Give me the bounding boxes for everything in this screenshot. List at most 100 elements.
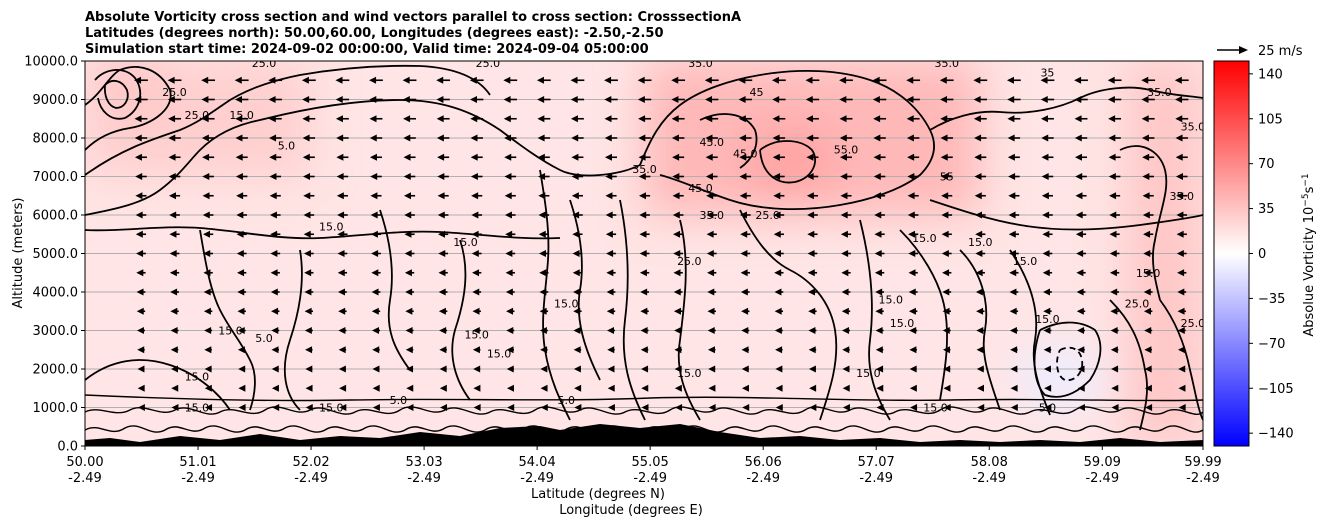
wind-vector-head bbox=[638, 134, 646, 142]
wind-vector bbox=[806, 192, 818, 200]
wind-vector bbox=[237, 288, 247, 296]
wind-vector bbox=[269, 211, 281, 219]
wind-vector bbox=[167, 96, 182, 103]
wind-vector-head bbox=[909, 365, 917, 373]
wind-vector-head bbox=[639, 230, 647, 238]
wind-vector bbox=[805, 96, 820, 103]
wind-vector-head bbox=[908, 269, 916, 277]
contour-label: 15.0 bbox=[879, 294, 904, 307]
wind-vector-head bbox=[404, 250, 412, 257]
x-tick-label-lat: 59.09 bbox=[1084, 455, 1121, 470]
wind-vector bbox=[1111, 365, 1119, 373]
wind-vector bbox=[740, 230, 751, 238]
wind-vector bbox=[202, 153, 215, 161]
wind-vector-head bbox=[236, 211, 244, 219]
wind-vector bbox=[908, 250, 919, 257]
wind-vector bbox=[505, 288, 515, 296]
wind-vector-head bbox=[1108, 115, 1116, 123]
wind-vector-head bbox=[473, 384, 481, 392]
wind-vector-head bbox=[405, 288, 413, 296]
wind-vector-head bbox=[906, 96, 914, 103]
wind-vector-head bbox=[1007, 134, 1015, 142]
wind-vector bbox=[237, 269, 247, 277]
wind-vector bbox=[370, 192, 382, 200]
wind-vector bbox=[305, 384, 313, 392]
wind-vector bbox=[269, 192, 281, 200]
contour-line bbox=[283, 249, 303, 411]
wind-vector-head bbox=[1040, 76, 1048, 84]
wind-vector-head bbox=[739, 192, 747, 200]
wind-vector bbox=[873, 153, 886, 161]
contour-label: 15.0 bbox=[1035, 313, 1060, 326]
contour-label: 45.0 bbox=[733, 147, 758, 160]
wind-vector bbox=[973, 96, 987, 103]
wind-vector-head bbox=[201, 115, 209, 123]
wind-vector bbox=[571, 153, 584, 161]
wind-vector-head bbox=[808, 346, 816, 354]
wind-vector bbox=[471, 230, 482, 238]
wind-vector bbox=[976, 365, 984, 373]
wind-vector-head bbox=[270, 269, 278, 277]
wind-vector-head bbox=[1040, 96, 1048, 103]
wind-vector-head bbox=[506, 307, 514, 315]
wind-vector bbox=[1177, 288, 1187, 296]
wind-vector-head bbox=[572, 211, 580, 219]
wind-vector-head bbox=[809, 404, 817, 411]
contour-label: 15.0 bbox=[968, 236, 993, 249]
wind-vector bbox=[1141, 96, 1155, 103]
wind-vector-head bbox=[942, 269, 950, 277]
wind-vector-head bbox=[939, 76, 947, 84]
wind-vector bbox=[472, 307, 481, 315]
wind-vector bbox=[504, 134, 517, 142]
wind-vector bbox=[538, 173, 550, 180]
wind-vector-head bbox=[1177, 269, 1185, 277]
wind-vector-head bbox=[470, 173, 478, 180]
wind-vector bbox=[907, 192, 919, 200]
wind-vector-head bbox=[872, 76, 880, 84]
wind-vector-head bbox=[436, 134, 444, 142]
wind-vector bbox=[775, 365, 783, 373]
wind-vector-head bbox=[640, 327, 648, 334]
wind-vector-head bbox=[739, 173, 747, 180]
wind-vector bbox=[339, 384, 347, 392]
wind-vector bbox=[842, 327, 850, 334]
contour-line bbox=[899, 229, 948, 401]
wind-vector-head bbox=[1110, 327, 1118, 334]
wind-vector bbox=[305, 346, 313, 354]
contour-label: 15.0 bbox=[319, 221, 344, 234]
wind-vector-head bbox=[607, 365, 615, 373]
contour-label: 35.0 bbox=[1181, 120, 1206, 133]
wind-vector-head bbox=[540, 384, 548, 392]
wind-vector bbox=[271, 365, 279, 373]
wind-vector-head bbox=[473, 404, 481, 411]
wind-vector bbox=[1075, 230, 1087, 238]
wind-vector-head bbox=[1143, 250, 1151, 257]
wind-vector-head bbox=[1178, 404, 1186, 411]
wind-vector bbox=[403, 153, 416, 161]
wind-vector bbox=[505, 269, 515, 277]
wind-vector-head bbox=[1041, 173, 1049, 180]
contour-label: 25.0 bbox=[677, 255, 702, 268]
wind-vector bbox=[739, 173, 752, 180]
wind-vector bbox=[472, 269, 482, 277]
contour-label: 25.0 bbox=[755, 209, 780, 222]
wind-vector bbox=[372, 365, 380, 373]
wind-vector-head bbox=[137, 404, 145, 411]
wind-vector bbox=[303, 250, 314, 257]
wind-vector bbox=[604, 115, 618, 123]
wind-vector-head bbox=[942, 307, 950, 315]
wind-vector bbox=[806, 173, 819, 180]
wind-vector-head bbox=[874, 230, 882, 238]
x-tick-label-lat: 58.08 bbox=[971, 455, 1008, 470]
wind-vector bbox=[537, 115, 551, 123]
wind-vector bbox=[774, 307, 784, 315]
wind-vector-head bbox=[604, 153, 612, 161]
wind-vector-head bbox=[134, 96, 142, 103]
wind-vector-head bbox=[1077, 365, 1085, 373]
wind-vector bbox=[908, 307, 918, 315]
wind-vector-head bbox=[907, 211, 915, 219]
wind-vector bbox=[438, 288, 448, 296]
wind-vector-head bbox=[773, 250, 781, 257]
colorbar-tick-label: −105 bbox=[1258, 382, 1294, 397]
wind-vector bbox=[673, 250, 684, 257]
